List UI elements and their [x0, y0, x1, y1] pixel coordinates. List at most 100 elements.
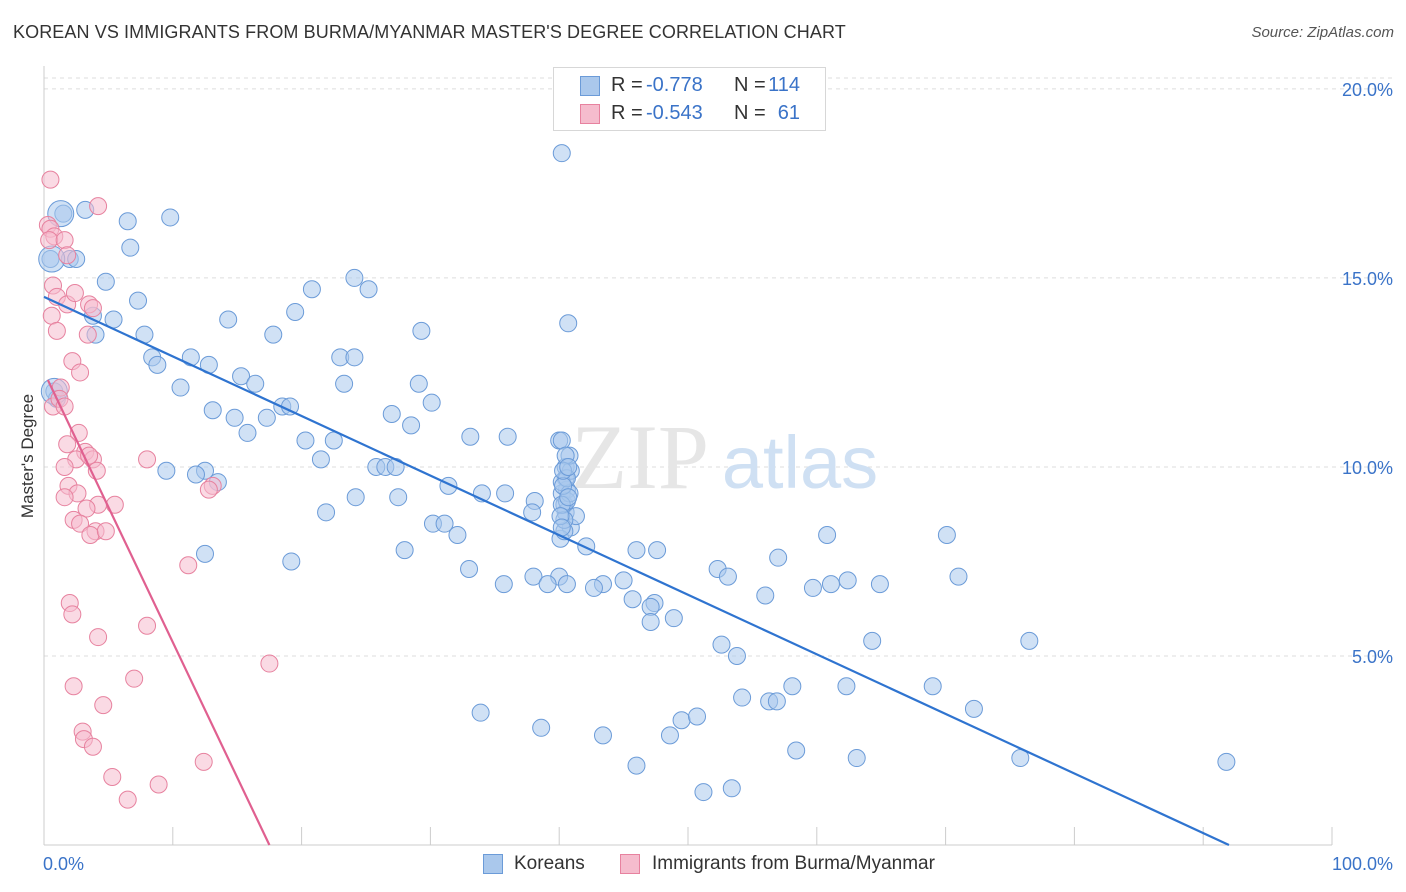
data-point: [219, 310, 238, 329]
data-point: [83, 737, 102, 756]
y-tick-label: 15.0%: [1342, 269, 1393, 289]
data-point: [1217, 752, 1236, 771]
data-point: [688, 707, 707, 726]
data-point: [149, 775, 168, 794]
data-point: [769, 548, 788, 567]
data-point: [593, 726, 612, 745]
data-point: [94, 696, 113, 715]
data-point: [532, 718, 551, 737]
data-point: [64, 677, 83, 696]
legend-label: Immigrants from Burma/Myanmar: [652, 853, 935, 874]
data-point: [55, 488, 74, 507]
series-koreans: [38, 144, 1236, 802]
data-point: [641, 597, 660, 616]
legend-swatch-blue: [580, 76, 600, 96]
data-point: [346, 488, 365, 507]
data-point: [837, 677, 856, 696]
data-point: [863, 631, 882, 650]
y-tick-label: 10.0%: [1342, 458, 1393, 478]
data-point: [494, 575, 513, 594]
data-point: [63, 605, 82, 624]
data-point: [260, 654, 279, 673]
data-point: [302, 280, 321, 299]
data-point: [47, 321, 66, 340]
data-point: [179, 556, 198, 575]
series-burma: [38, 170, 279, 809]
data-point: [552, 431, 571, 450]
data-point: [78, 325, 97, 344]
data-point: [345, 268, 364, 287]
data-point: [498, 427, 517, 446]
data-point: [118, 790, 137, 809]
data-point: [58, 435, 77, 454]
data-point: [264, 325, 283, 344]
data-point: [311, 450, 330, 469]
data-point: [964, 699, 983, 718]
data-point: [103, 767, 122, 786]
tick-labels: 5.0% 10.0% 15.0% 20.0% 0.0% 100.0%: [43, 80, 1393, 874]
chart-title: KOREAN VS IMMIGRANTS FROM BURMA/MYANMAR …: [13, 22, 846, 42]
trend-lines: [43, 295, 1230, 846]
legend-row-burma: R = -0.543 N = 61: [554, 100, 825, 128]
data-point: [161, 208, 180, 227]
data-point: [559, 457, 578, 476]
data-point: [623, 590, 642, 609]
data-point: [71, 514, 90, 533]
data-point: [225, 408, 244, 427]
data-point: [246, 374, 265, 393]
data-point: [818, 526, 837, 544]
data-point: [1020, 631, 1039, 650]
data-point: [787, 741, 806, 760]
data-point: [81, 526, 100, 544]
data-point: [756, 586, 775, 605]
legend-swatch-pink: [580, 104, 600, 124]
data-point: [65, 284, 84, 303]
data-point: [496, 484, 515, 503]
data-point: [257, 408, 276, 427]
data-point: [42, 306, 61, 325]
data-point: [641, 612, 660, 631]
data-point: [660, 726, 679, 745]
data-point: [105, 495, 124, 514]
r-label: R =: [611, 102, 643, 124]
data-point: [584, 578, 603, 597]
data-point: [157, 461, 176, 480]
data-point: [186, 465, 205, 484]
trend-line-koreans: [43, 295, 1230, 846]
data-point: [41, 170, 60, 189]
data-point: [712, 635, 731, 654]
data-point: [194, 752, 213, 771]
data-point: [412, 321, 431, 340]
legend-label: Koreans: [514, 853, 585, 874]
data-point: [627, 541, 646, 560]
legend-swatch-pink: [620, 854, 640, 874]
stats-legend: R = -0.778 N = 114 R = -0.543 N = 61: [553, 67, 826, 131]
x-tick-label: 100.0%: [1332, 854, 1393, 874]
data-point: [118, 212, 137, 231]
data-point: [949, 567, 968, 586]
axes: [43, 66, 1333, 846]
r-value: -0.778: [646, 74, 703, 96]
data-point: [121, 238, 140, 257]
data-point: [435, 514, 454, 533]
data-point: [181, 348, 200, 367]
data-point: [71, 363, 90, 382]
data-point: [783, 677, 802, 696]
data-point: [552, 144, 571, 163]
data-point: [386, 457, 405, 476]
data-point: [767, 692, 786, 711]
trend-line-burma: [46, 379, 271, 846]
data-point: [821, 575, 840, 594]
data-point: [55, 457, 74, 476]
y-axis-label: Master's Degree: [18, 394, 37, 518]
n-label: N =: [734, 102, 766, 124]
source-label: Source: ZipAtlas.com: [1251, 24, 1394, 41]
watermark: ZIP atlas: [571, 406, 878, 508]
y-tick-label: 5.0%: [1352, 647, 1393, 667]
data-point: [335, 374, 354, 393]
watermark-zip: ZIP: [571, 406, 709, 508]
data-point: [870, 575, 889, 594]
data-point: [803, 578, 822, 597]
legend-swatch-blue: [483, 854, 503, 874]
series-legend: Koreans Immigrants from Burma/Myanmar: [0, 852, 1406, 876]
